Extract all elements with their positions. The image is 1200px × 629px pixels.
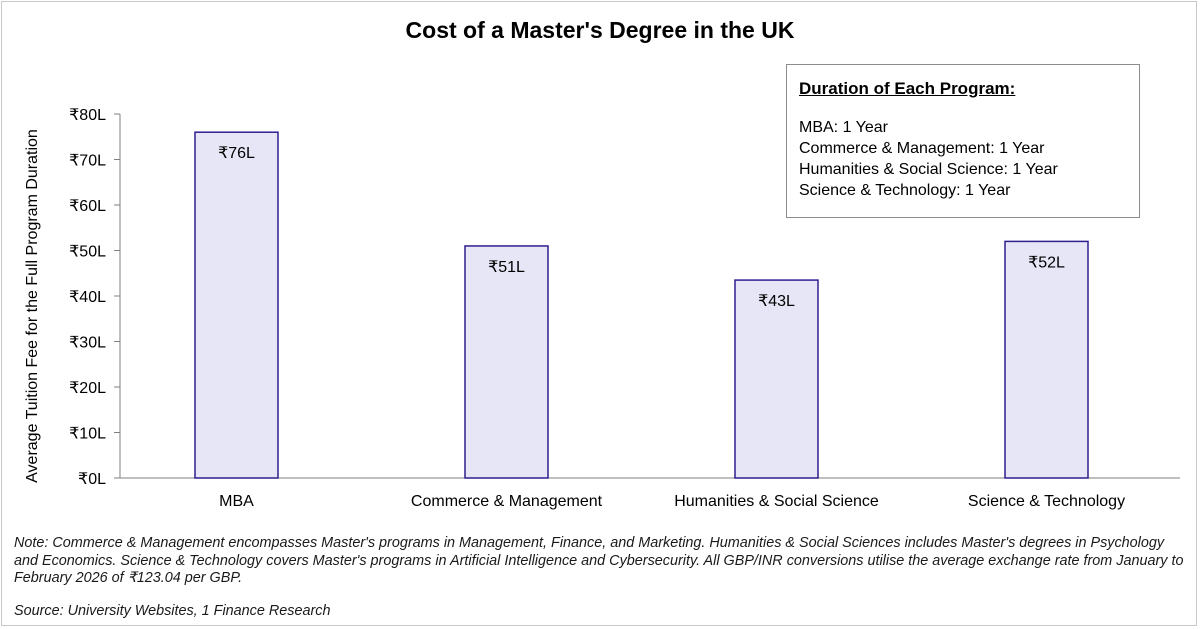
bar-data-label: ₹52L: [1028, 254, 1065, 271]
y-tick-label: ₹10L: [69, 426, 106, 443]
chart-note: Note: Commerce & Management encompasses …: [14, 535, 1184, 586]
duration-line-science: Science & Technology: 1 Year: [799, 182, 1011, 199]
y-tick-label: ₹70L: [69, 153, 106, 170]
bar-data-label: ₹43L: [758, 293, 795, 310]
duration-line-humanities: Humanities & Social Science: 1 Year: [799, 161, 1058, 178]
duration-line-commerce: Commerce & Management: 1 Year: [799, 140, 1045, 157]
y-axis-label: Average Tuition Fee for the Full Program…: [24, 129, 41, 483]
x-tick-label: Science & Technology: [968, 493, 1125, 510]
bar-data-label: ₹51L: [488, 259, 525, 276]
bar: [194, 131, 279, 479]
bar: [464, 245, 549, 479]
x-tick-label: Commerce & Management: [411, 493, 603, 510]
duration-box: Duration of Each Program: MBA: 1 Year Co…: [786, 64, 1140, 218]
y-tick-label: ₹20L: [69, 380, 106, 397]
y-tick-label: ₹0L: [78, 471, 106, 488]
y-tick-label: ₹40L: [69, 289, 106, 306]
bar: [734, 279, 819, 479]
y-tick-label: ₹30L: [69, 335, 106, 352]
x-tick-label: Humanities & Social Science: [674, 493, 879, 510]
duration-box-title: Duration of Each Program:: [799, 79, 1016, 98]
bar-data-label: ₹76L: [218, 145, 255, 162]
x-tick-label: MBA: [219, 493, 254, 510]
chart-source: Source: University Websites, 1 Finance R…: [14, 603, 331, 619]
y-tick-label: ₹80L: [69, 107, 106, 124]
bar: [1004, 240, 1089, 479]
y-tick-label: ₹50L: [69, 244, 106, 261]
y-tick-label: ₹60L: [69, 198, 106, 215]
duration-line-mba: MBA: 1 Year: [799, 119, 888, 136]
chart-title: Cost of a Master's Degree in the UK: [405, 17, 795, 43]
